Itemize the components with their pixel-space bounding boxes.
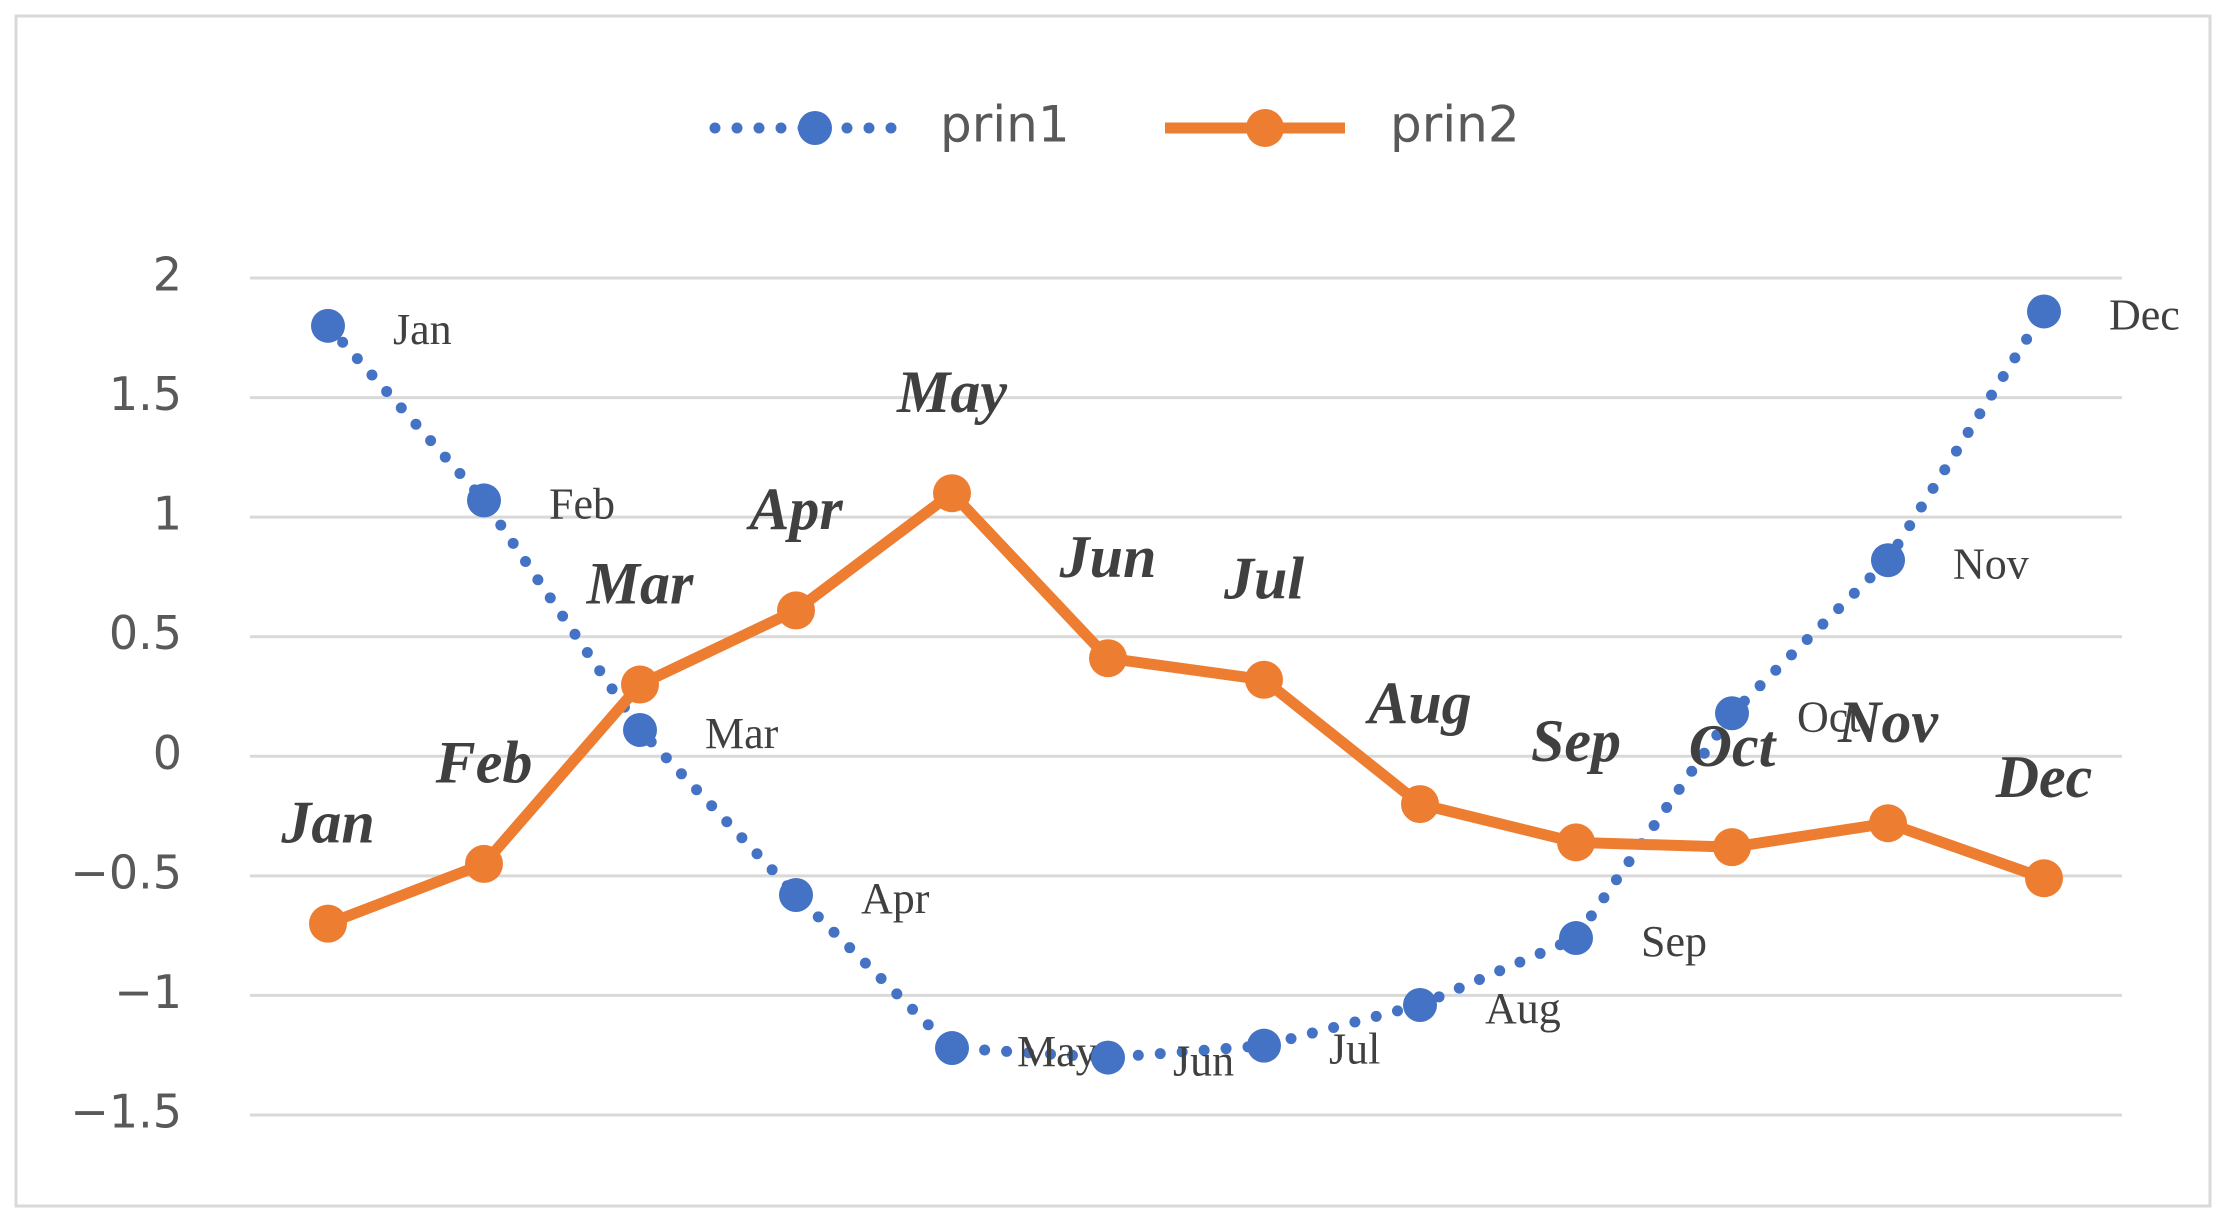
- data-point: [311, 308, 345, 343]
- data-point: [2025, 859, 2063, 898]
- data-label: Jun: [1173, 1037, 1234, 1086]
- data-point: [621, 665, 659, 704]
- data-point: [1403, 987, 1437, 1022]
- data-label: Apr: [861, 874, 930, 923]
- data-point: [309, 904, 347, 943]
- data-point: [1247, 1028, 1281, 1063]
- data-point: [1557, 823, 1595, 862]
- data-label: Nov: [1837, 689, 1939, 755]
- data-label: Dec: [1995, 744, 2093, 810]
- data-label: Aug: [1485, 984, 1561, 1033]
- data-point: [623, 712, 657, 747]
- chart-border: [14, 14, 2212, 1208]
- data-point: [1713, 828, 1751, 867]
- y-tick-label: 1.5: [109, 367, 182, 421]
- data-label: Feb: [435, 730, 533, 796]
- data-point: [1871, 543, 1905, 578]
- data-point: [779, 877, 813, 912]
- data-point: [935, 1031, 969, 1066]
- data-point: [2027, 294, 2061, 329]
- data-label: May: [896, 359, 1007, 425]
- y-tick-label: 1: [153, 487, 182, 541]
- data-point: [1869, 804, 1907, 843]
- data-label: Jul: [1329, 1025, 1380, 1074]
- data-label: Mar: [705, 709, 779, 758]
- data-point: [1559, 921, 1593, 956]
- data-label: Oct: [1689, 713, 1778, 779]
- y-tick-label: −1.5: [70, 1085, 182, 1139]
- data-label: Jun: [1059, 524, 1157, 590]
- data-label: Jan: [393, 305, 452, 354]
- data-point: [1245, 660, 1283, 699]
- legend-label: prin2: [1390, 96, 1520, 154]
- data-point: [1715, 696, 1749, 731]
- y-tick-label: 0.5: [109, 606, 182, 660]
- y-tick-label: −1: [114, 965, 182, 1019]
- data-label: Aug: [1364, 670, 1471, 736]
- legend-label: prin1: [940, 96, 1070, 154]
- data-point: [777, 591, 815, 630]
- data-point: [467, 483, 501, 518]
- series-line: [326, 487, 2046, 929]
- data-point: [933, 474, 971, 513]
- data-point: [1089, 639, 1127, 678]
- data-label: Sep: [1641, 917, 1707, 966]
- y-tick-label: −0.5: [70, 845, 182, 899]
- data-label: Feb: [549, 479, 615, 528]
- y-tick-label: 0: [153, 726, 182, 780]
- legend-marker: [1246, 109, 1284, 147]
- data-label: Sep: [1531, 708, 1621, 774]
- data-label: Dec: [2109, 291, 2180, 340]
- data-point: [465, 844, 503, 883]
- y-tick-label: 2: [153, 248, 182, 302]
- data-label: Jul: [1223, 546, 1304, 612]
- data-point: [1401, 785, 1439, 824]
- series-line: [322, 305, 2050, 1064]
- data-point: [1091, 1040, 1125, 1075]
- data-label: Jan: [280, 789, 374, 855]
- data-label: Nov: [1953, 539, 2029, 588]
- data-label: Apr: [745, 476, 843, 542]
- data-label: May: [1017, 1027, 1098, 1076]
- legend-marker: [798, 111, 832, 145]
- data-label: Mar: [586, 550, 694, 616]
- data-label: Oct: [1797, 692, 1861, 741]
